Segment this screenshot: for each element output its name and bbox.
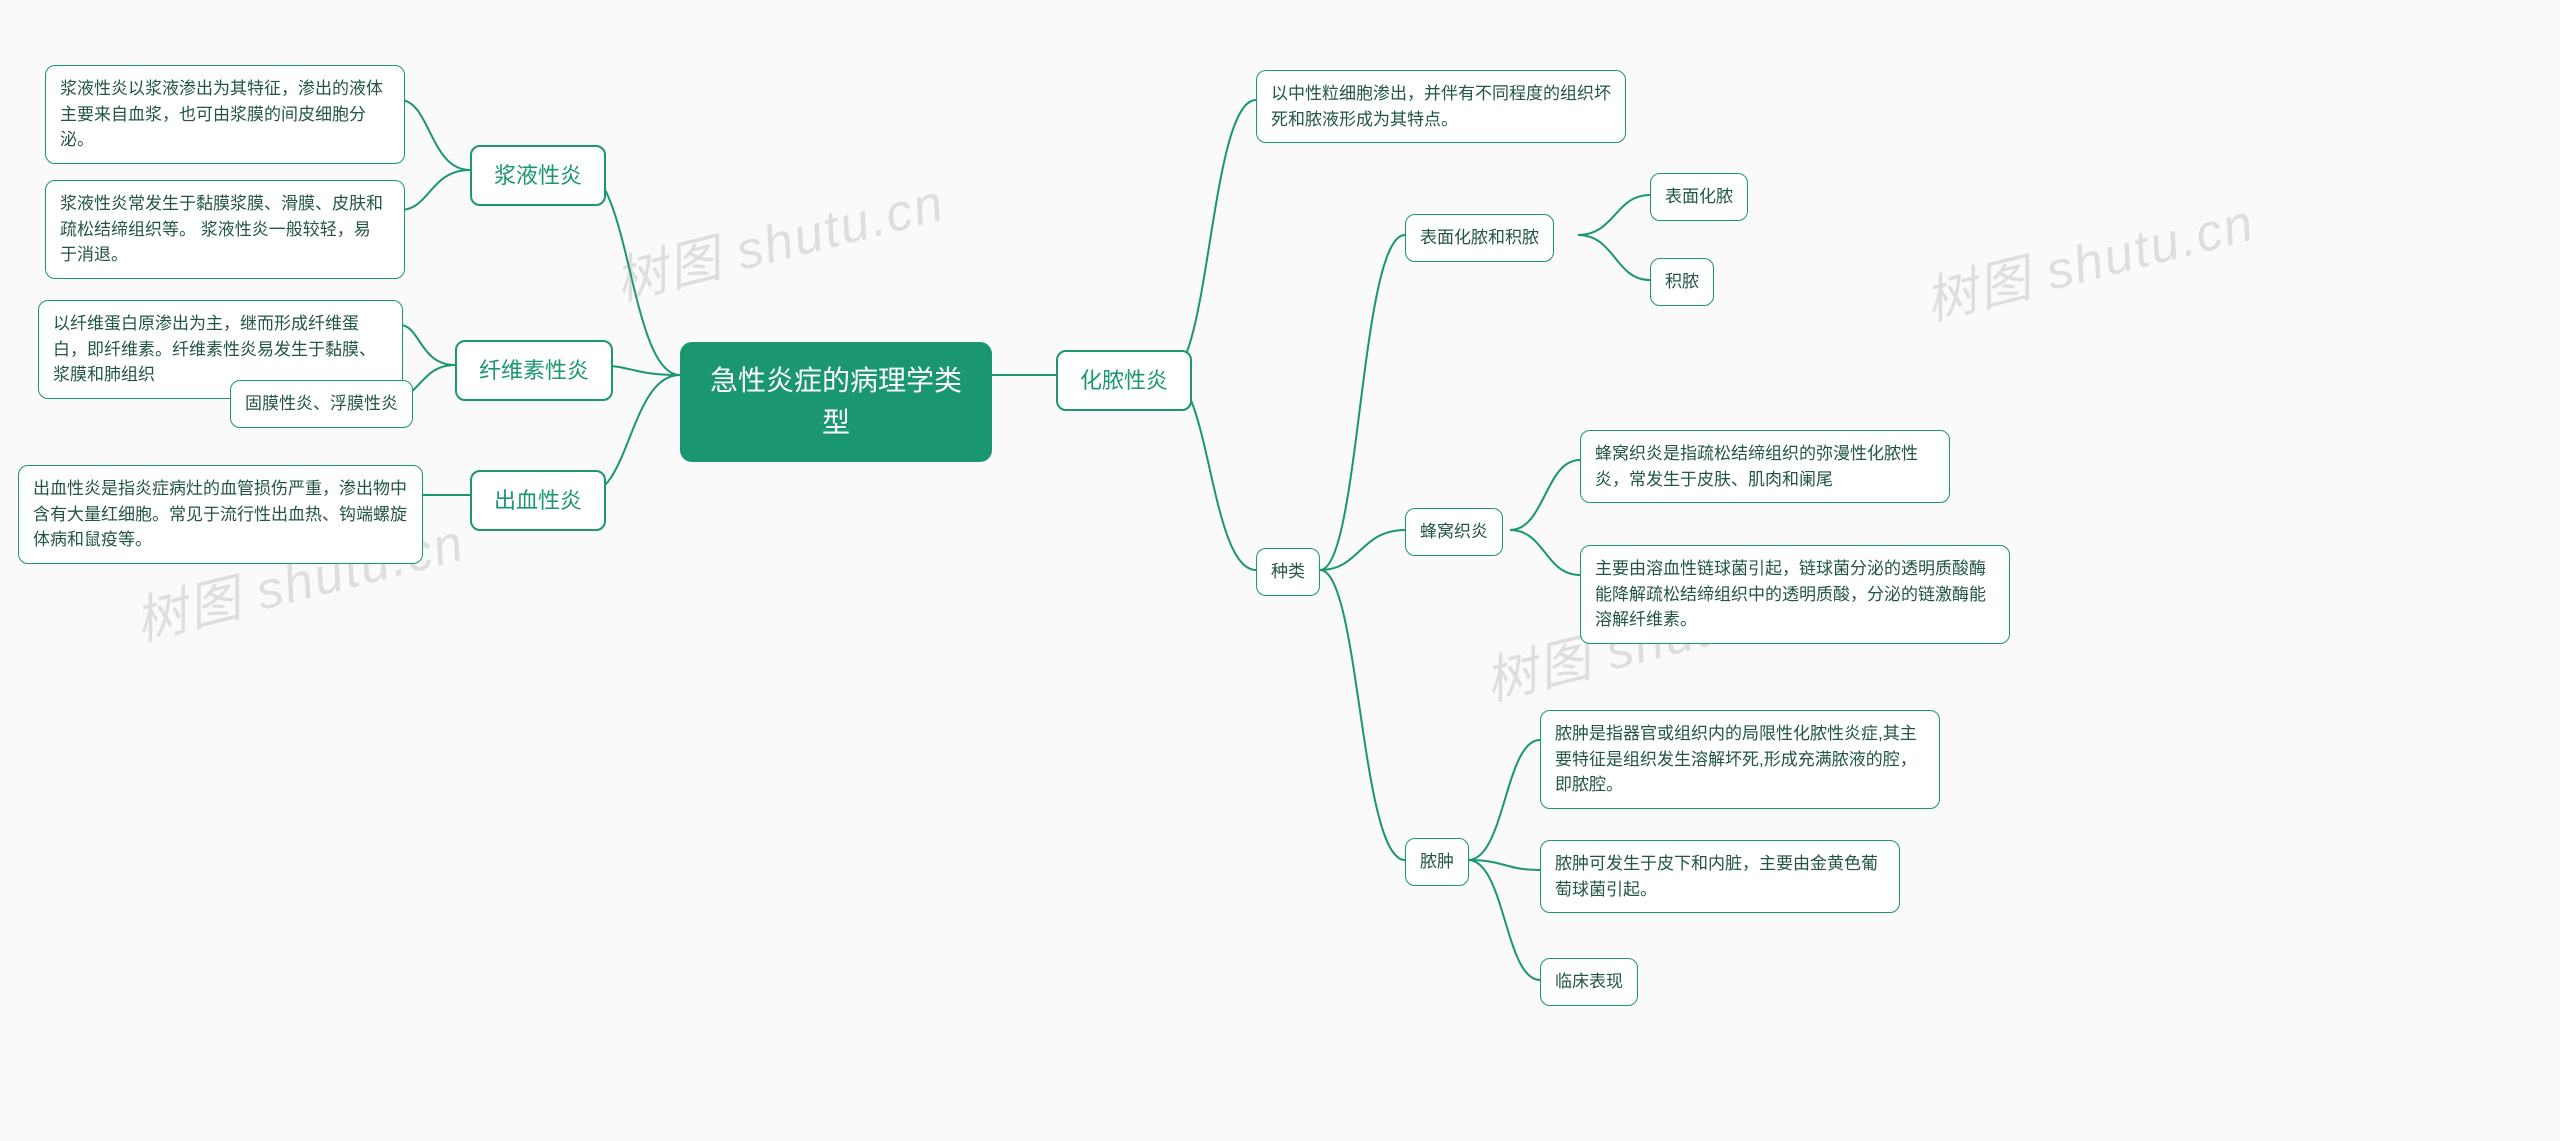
leaf-phlegmon-2: 主要由溶血性链球菌引起，链球菌分泌的透明质酸酶能降解疏松结缔组织中的透明质酸，分… bbox=[1580, 545, 2010, 644]
branch-hemorrhagic[interactable]: 出血性炎 bbox=[470, 470, 606, 531]
node-types[interactable]: 种类 bbox=[1256, 548, 1320, 596]
leaf-surface-2: 积脓 bbox=[1650, 258, 1714, 306]
node-abscess[interactable]: 脓肿 bbox=[1405, 838, 1469, 886]
node-surface[interactable]: 表面化脓和积脓 bbox=[1405, 214, 1554, 262]
leaf-serous-2: 浆液性炎常发生于黏膜浆膜、滑膜、皮肤和疏松结缔组织等。 浆液性炎一般较轻，易 于… bbox=[45, 180, 405, 279]
watermark: 树图 shutu.cn bbox=[606, 160, 951, 314]
leaf-serous-1: 浆液性炎以浆液渗出为其特征，渗出的液体主要来自血浆，也可由浆膜的间皮细胞分泌。 bbox=[45, 65, 405, 164]
branch-purulent[interactable]: 化脓性炎 bbox=[1056, 350, 1192, 411]
leaf-abscess-3: 临床表现 bbox=[1540, 958, 1638, 1006]
branch-serous[interactable]: 浆液性炎 bbox=[470, 145, 606, 206]
leaf-phlegmon-1: 蜂窝织炎是指疏松结缔组织的弥漫性化脓性炎，常发生于皮肤、肌肉和阑尾 bbox=[1580, 430, 1950, 503]
leaf-surface-1: 表面化脓 bbox=[1650, 173, 1748, 221]
branch-fibrinous[interactable]: 纤维素性炎 bbox=[455, 340, 613, 401]
leaf-abscess-1: 脓肿是指器官或组织内的局限性化脓性炎症,其主要特征是组织发生溶解坏死,形成充满脓… bbox=[1540, 710, 1940, 809]
leaf-hemorrhagic-1: 出血性炎是指炎症病灶的血管损伤严重，渗出物中含有大量红细胞。常见于流行性出血热、… bbox=[18, 465, 423, 564]
leaf-fibrinous-2: 固膜性炎、浮膜性炎 bbox=[230, 380, 413, 428]
node-phlegmon[interactable]: 蜂窝织炎 bbox=[1405, 508, 1503, 556]
root-node[interactable]: 急性炎症的病理学类型 bbox=[680, 342, 992, 462]
watermark: 树图 shutu.cn bbox=[1916, 180, 2261, 334]
leaf-purulent-1: 以中性粒细胞渗出，并伴有不同程度的组织坏死和脓液形成为其特点。 bbox=[1256, 70, 1626, 143]
leaf-abscess-2: 脓肿可发生于皮下和内脏，主要由金黄色葡萄球菌引起。 bbox=[1540, 840, 1900, 913]
